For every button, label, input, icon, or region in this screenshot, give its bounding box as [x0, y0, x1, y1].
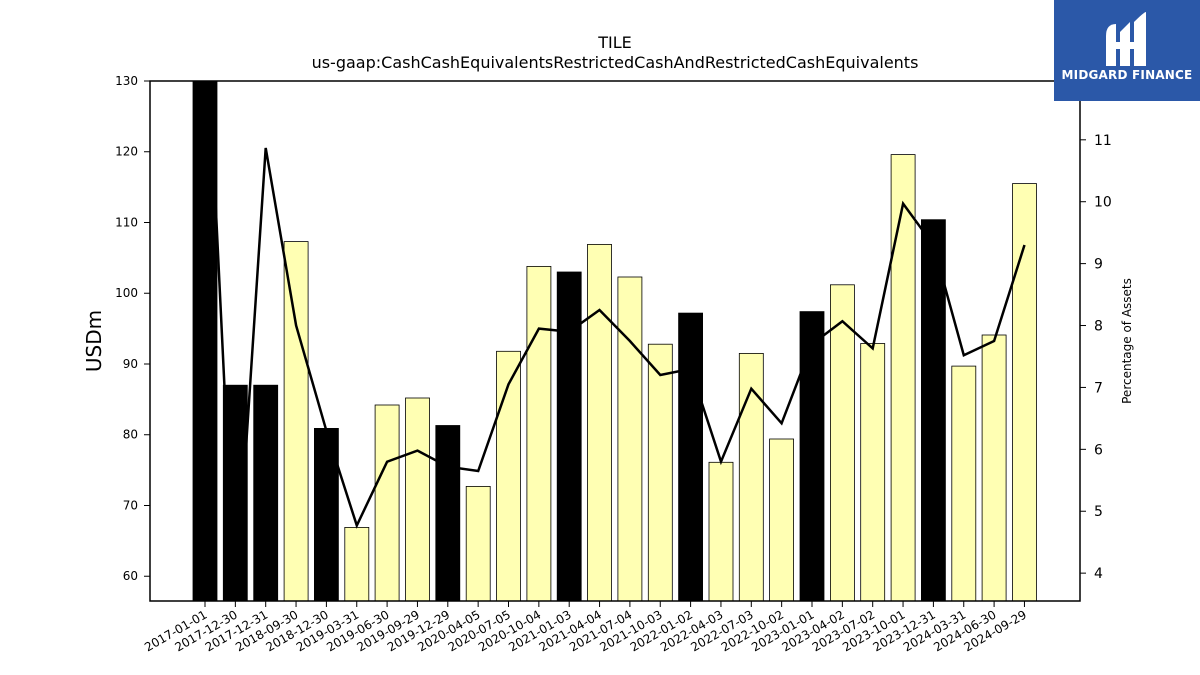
left-y-axis: 60 70 80 90 100 110 120 130 [115, 74, 150, 583]
y-tick-label: 110 [115, 215, 138, 229]
logo-mark-icon [1106, 12, 1146, 66]
y-axis-label: USDm [82, 310, 106, 372]
y-tick-label: 120 [115, 145, 138, 159]
bar-2023-04-02 [830, 284, 855, 602]
chart-subtitle: us-gaap:CashCashEquivalentsRestrictedCas… [312, 53, 919, 72]
bar-2022-04-03 [708, 461, 734, 602]
bar-group [192, 80, 1037, 602]
bar-2024-09-29 [1012, 183, 1037, 602]
y2-tick-label: 9 [1094, 257, 1103, 273]
bar-2020-10-04 [526, 265, 552, 602]
bar-2019-09-29 [405, 397, 430, 602]
y-tick-label: 100 [115, 286, 138, 300]
y-tick-label: 60 [123, 569, 138, 583]
bar-2018-09-30 [283, 241, 309, 602]
bar-2017-12-31 [253, 384, 279, 602]
y-tick-label: 70 [123, 498, 138, 512]
bar-2021-07-04 [617, 276, 643, 602]
bar-2023-07-02 [860, 343, 886, 602]
bar-2024-06-30 [981, 334, 1007, 602]
y2-tick-label: 4 [1094, 566, 1103, 582]
bar-2021-10-03 [647, 343, 673, 602]
y2-tick-label: 10 [1094, 195, 1112, 211]
bar-2019-03-31 [344, 527, 370, 602]
bar-2020-04-05 [465, 485, 491, 602]
bar-2022-10-02 [769, 438, 794, 602]
bar-2023-01-01 [799, 311, 825, 602]
y2-axis-label: Percentage of Assets [1120, 278, 1134, 404]
y-tick-label: 130 [115, 74, 138, 88]
right-y-axis: 4 5 6 7 8 9 10 11 [1080, 133, 1112, 582]
y2-tick-label: 5 [1094, 504, 1103, 520]
y-tick-label: 80 [123, 428, 138, 442]
logo-text: MIDGARD FINANCE [1061, 68, 1193, 82]
x-axis: 2017-01-012017-12-302017-12-312018-09-30… [142, 601, 1029, 654]
bar-2019-12-29 [435, 425, 461, 602]
line-series [208, 81, 1026, 601]
plot-frame [149, 80, 1081, 602]
bar-2020-07-05 [496, 350, 521, 602]
bar-2024-03-31 [951, 365, 977, 602]
chart-title: TILE [597, 33, 632, 52]
percentage-line [208, 81, 1026, 601]
bar-2023-10-01 [890, 154, 916, 602]
y2-tick-label: 6 [1094, 442, 1103, 458]
bar-2021-01-03 [556, 271, 582, 602]
bar-2022-07-03 [738, 352, 764, 602]
y2-tick-label: 8 [1094, 319, 1103, 335]
bar-2021-04-04 [587, 243, 612, 602]
y-tick-label: 90 [123, 357, 138, 371]
bar-2022-01-02 [678, 312, 703, 602]
brand-logo: MIDGARD FINANCE [1054, 0, 1200, 101]
y2-tick-label: 11 [1094, 133, 1112, 149]
y2-tick-label: 7 [1094, 380, 1103, 396]
bar-2019-06-30 [374, 404, 400, 602]
